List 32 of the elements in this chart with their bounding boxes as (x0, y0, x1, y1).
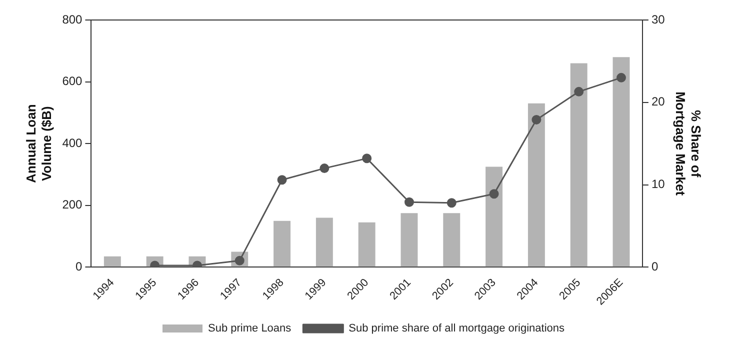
point (446, 198, 456, 208)
y-tick-label: 400 (62, 136, 83, 150)
y-tick-label: 800 (62, 12, 83, 26)
bar (274, 220, 291, 267)
y2-tick-label: 0 (651, 259, 658, 274)
y2-tick-label: 10 (651, 177, 666, 192)
bar (443, 213, 460, 267)
bar (486, 166, 503, 267)
point (532, 114, 542, 124)
bar (358, 222, 376, 267)
point (489, 189, 499, 199)
y2-axis-title: % Share of Mortgage Market (673, 92, 704, 196)
point (574, 86, 584, 96)
point (404, 197, 414, 207)
bar (528, 103, 545, 267)
point (277, 175, 287, 185)
bar (104, 256, 121, 267)
bar (612, 57, 630, 267)
legend-label: Sub prime Loans (208, 322, 292, 335)
point (616, 72, 626, 82)
point (320, 164, 330, 174)
y2-tick-label: 30 (651, 12, 666, 26)
y-tick-label: 600 (62, 74, 83, 88)
y-tick-label: 200 (62, 198, 83, 212)
y-axis-title: Annual Loan Volume ($B) (23, 104, 54, 183)
bar (570, 63, 588, 267)
point (362, 154, 372, 164)
y2-tick-label: 20 (651, 94, 666, 109)
legend-label: Sub prime share of all mortgage originations (348, 322, 565, 335)
bar (400, 213, 418, 267)
bar (316, 218, 333, 267)
y-tick-label: 0 (76, 259, 83, 274)
